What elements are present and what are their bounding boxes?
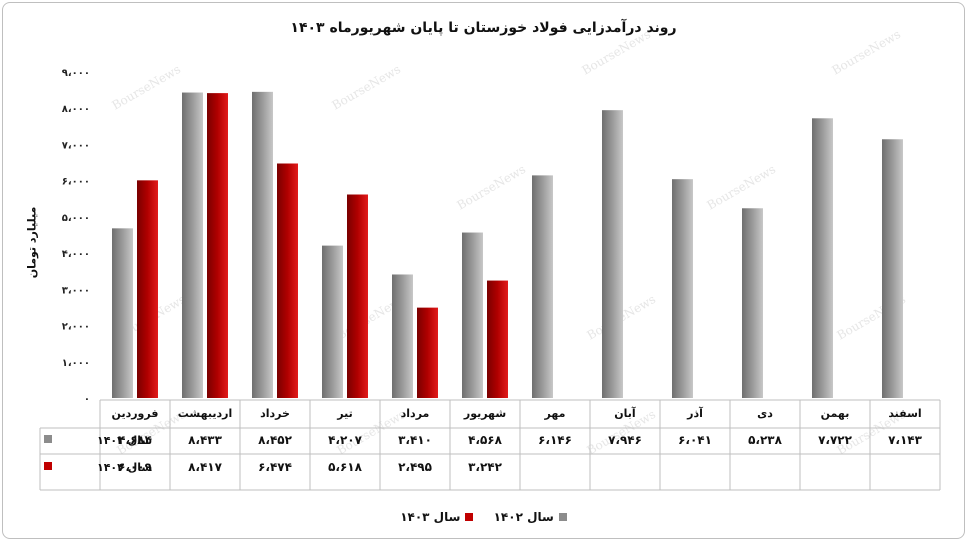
data-label-1403: ۶،۴۷۴	[258, 460, 292, 474]
watermark-text: BourseNews	[330, 62, 404, 113]
x-tick-label: بهمن	[821, 407, 850, 420]
watermark-layer: BourseNews BourseNews BourseNews BourseNews…	[110, 27, 909, 458]
legend-swatch-1403	[465, 513, 474, 521]
bar-1402	[252, 91, 273, 398]
legend-label-1403: سال ۱۴۰۳	[400, 510, 461, 524]
watermark-text: BourseNews	[830, 27, 904, 78]
data-label-1403: ۶،۰۰۹	[118, 460, 153, 474]
watermark-text: BourseNews	[110, 62, 184, 113]
y-tick-label: ۵،۰۰۰	[62, 213, 90, 224]
chart-title: روند درآمدزایی فولاد خوزستان تا پایان شه…	[290, 20, 677, 36]
legend: سال ۱۴۰۳ سال ۱۴۰۲	[0, 510, 967, 524]
bar-1402	[672, 179, 693, 398]
x-tick-label: شهریور	[463, 407, 506, 420]
legend-label-1402: سال ۱۴۰۲	[493, 510, 554, 524]
bar-1402	[742, 208, 763, 398]
x-tick-label: آذر	[686, 406, 703, 420]
legend-item-1403: سال ۱۴۰۳	[400, 510, 474, 524]
legend-swatch-1402	[558, 513, 567, 521]
x-tick-label: مرداد	[401, 407, 430, 420]
data-label-1402: ۳،۴۱۰	[398, 433, 432, 447]
data-label-1402: ۴،۶۸۴	[118, 433, 152, 447]
bar-1402	[882, 139, 903, 399]
data-label-1402: ۸،۴۳۳	[188, 433, 223, 447]
x-tick-label: اردیبهشت	[178, 407, 232, 420]
data-label-1402: ۷،۷۲۲	[818, 433, 853, 447]
y-tick-label: ۴،۰۰۰	[62, 249, 90, 260]
bar-1403	[277, 163, 298, 398]
bar-1402	[112, 228, 133, 398]
watermark-text: BourseNews	[580, 27, 654, 78]
y-tick-label: ۹،۰۰۰	[62, 68, 90, 79]
x-tick-label: فروردین	[112, 407, 159, 420]
data-label-1402: ۴،۲۰۷	[328, 433, 363, 447]
data-label-1403: ۸،۴۱۷	[188, 460, 223, 474]
bar-1403	[207, 93, 228, 398]
data-label-1403: ۳،۲۴۲	[468, 460, 503, 474]
data-label-1402: ۶،۱۴۶	[538, 433, 572, 447]
x-tick-label: اسفند	[888, 407, 921, 420]
bar-1402	[182, 92, 203, 399]
watermark-text: BourseNews	[455, 162, 529, 213]
bar-1402	[392, 274, 413, 398]
table-swatch-1403	[44, 462, 52, 470]
y-tick-label: ۱،۰۰۰	[62, 358, 90, 369]
x-tick-label: مهر	[544, 407, 566, 420]
watermark-text: BourseNews	[705, 162, 779, 213]
x-tick-label: دی	[757, 407, 773, 420]
bar-1402	[602, 110, 623, 398]
data-label-1402: ۷،۱۴۳	[888, 433, 923, 447]
y-tick-label: ۳،۰۰۰	[62, 285, 90, 296]
y-tick-label: ۲،۰۰۰	[62, 322, 90, 333]
data-label-1402: ۵،۲۳۸	[748, 433, 783, 447]
data-label-1402: ۴،۵۶۸	[468, 433, 503, 447]
bar-1402	[322, 245, 343, 398]
x-tick-label: تیر	[336, 407, 352, 420]
data-label-1402: ۸،۴۵۲	[258, 433, 293, 447]
bar-1403	[137, 180, 158, 398]
bar-1403	[347, 194, 368, 398]
bar-1403	[417, 307, 438, 398]
data-label-1402: ۷،۹۴۶	[608, 433, 642, 447]
data-label-1403: ۲،۴۹۵	[398, 460, 432, 474]
table-row-header-1402: سال ۱۴۰۲	[97, 434, 152, 447]
y-tick-label: ۸،۰۰۰	[62, 104, 90, 115]
data-label-1403: ۵،۶۱۸	[328, 460, 363, 474]
table-row-header-1403: سال ۱۴۰۳	[97, 461, 152, 474]
y-tick-label: ۰	[84, 394, 90, 405]
y-tick-label: ۶،۰۰۰	[62, 177, 90, 188]
bar-1402	[532, 175, 553, 398]
data-label-1402: ۶،۰۴۱	[678, 433, 712, 447]
bar-1403	[487, 280, 508, 398]
bar-1402	[462, 232, 483, 398]
y-tick-label: ۷،۰۰۰	[62, 140, 90, 151]
legend-item-1402: سال ۱۴۰۲	[494, 510, 567, 524]
table-swatch-1402	[44, 435, 52, 443]
bar-1402	[812, 118, 833, 399]
x-tick-label: خرداد	[260, 407, 290, 420]
x-tick-label: آبان	[614, 406, 636, 420]
